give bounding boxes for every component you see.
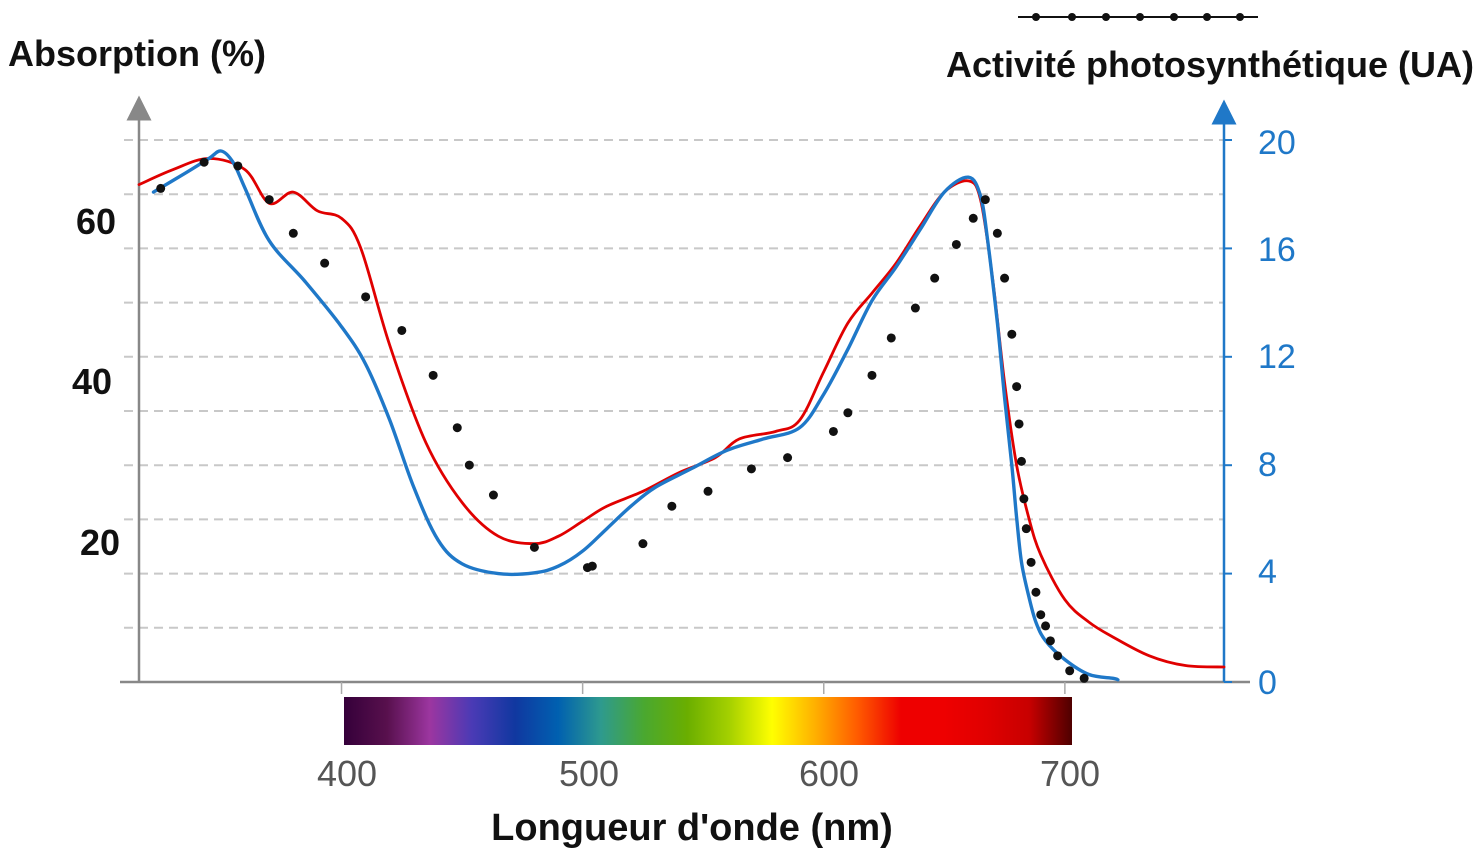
right-tick-label-16: 16 <box>1258 231 1296 269</box>
activity-point <box>156 183 166 193</box>
activity-point <box>488 490 498 500</box>
activity-point <box>529 542 539 552</box>
activity-point <box>1019 494 1029 504</box>
activity-point <box>1000 273 1010 283</box>
right-tick-marks <box>1224 139 1232 683</box>
right-tick-label-8: 8 <box>1258 446 1277 484</box>
activity-point <box>199 157 209 167</box>
right-tick-label-0: 0 <box>1258 664 1277 702</box>
activity-point <box>1053 651 1063 661</box>
activity-point <box>746 464 756 474</box>
left-tick-label-20: 20 <box>80 522 120 563</box>
right-axis-title: Activité photosynthétique (UA) <box>946 44 1474 85</box>
activity-dots <box>156 157 1089 683</box>
activity-point <box>1014 419 1024 429</box>
activity-point <box>1012 382 1022 392</box>
activity-curve-blue <box>151 149 1120 682</box>
activity-point <box>930 273 940 283</box>
activity-point <box>843 408 853 418</box>
activity-point <box>867 370 877 380</box>
activity-point <box>464 460 474 470</box>
activity-point <box>264 195 274 205</box>
activity-point <box>951 239 961 249</box>
activity-point <box>968 213 978 223</box>
x-tick-marks <box>340 682 1066 694</box>
activity-point <box>1021 524 1031 534</box>
activity-point <box>233 161 243 171</box>
x-tick-label-500: 500 <box>559 753 619 794</box>
activity-point <box>1007 329 1017 339</box>
activity-point <box>361 292 371 302</box>
activity-point <box>703 486 713 496</box>
activity-point <box>886 333 896 343</box>
activity-point <box>587 561 597 571</box>
activity-point <box>1031 587 1041 597</box>
activity-point <box>1026 557 1036 567</box>
x-tick-label-700: 700 <box>1040 753 1100 794</box>
activity-point <box>397 325 407 335</box>
x-tick-label-400: 400 <box>317 753 377 794</box>
activity-point <box>452 423 462 433</box>
activity-point <box>1041 621 1051 631</box>
x-tick-label-600: 600 <box>799 753 859 794</box>
legend-dotted-line <box>1018 13 1258 21</box>
activity-point <box>1045 636 1055 646</box>
absorption-curve-red <box>137 157 1226 669</box>
activity-point <box>828 426 838 436</box>
activity-point <box>320 258 330 268</box>
right-tick-label-20: 20 <box>1258 124 1296 162</box>
activity-point <box>1065 666 1075 676</box>
activity-point <box>667 501 677 511</box>
activity-point <box>638 539 648 549</box>
right-tick-label-12: 12 <box>1258 338 1296 376</box>
left-tick-label-40: 40 <box>72 361 112 402</box>
activity-point <box>1016 456 1026 466</box>
grid-lines <box>124 139 1224 629</box>
activity-point <box>288 228 298 238</box>
activity-point <box>783 453 793 463</box>
activity-point <box>1079 673 1089 683</box>
left-tick-label-60: 60 <box>76 201 116 242</box>
curves <box>137 149 1226 682</box>
left-axis-title: Absorption (%) <box>8 33 266 74</box>
right-tick-label-4: 4 <box>1258 553 1277 591</box>
x-axis-title: Longueur d'onde (nm) <box>491 807 893 849</box>
activity-point <box>980 195 990 205</box>
activity-point <box>1036 610 1046 620</box>
activity-point <box>992 228 1002 238</box>
activity-point <box>428 370 438 380</box>
activity-point <box>910 303 920 313</box>
visible-spectrum-bar <box>344 697 1072 745</box>
